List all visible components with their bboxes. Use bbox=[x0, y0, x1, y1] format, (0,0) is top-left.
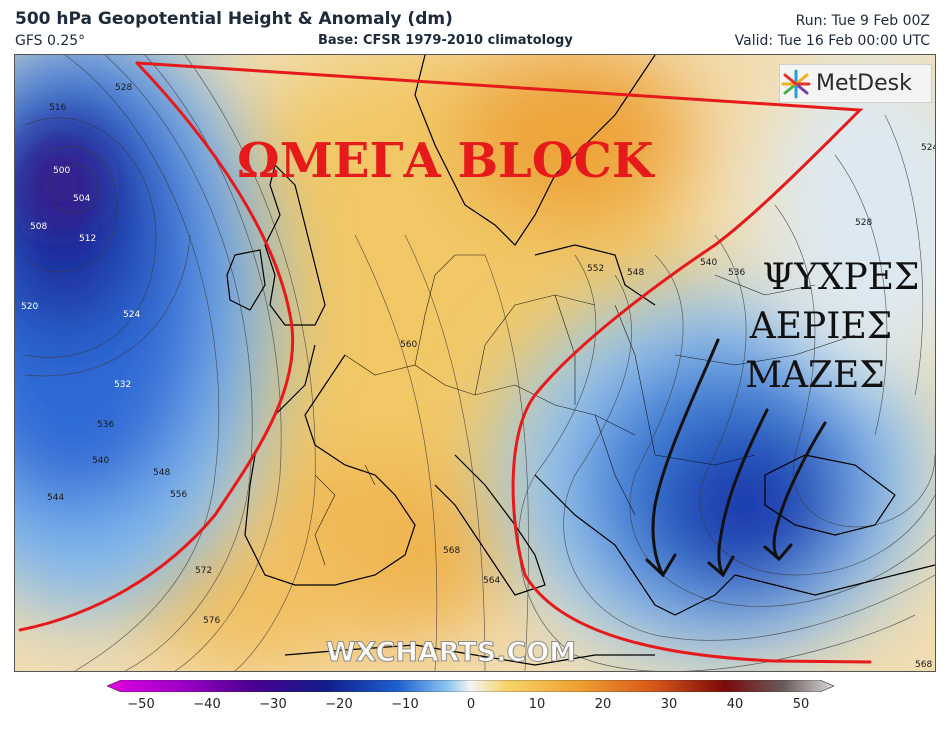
north-africa-coast bbox=[284, 644, 655, 666]
valid-time-label: Valid: Tue 16 Feb 00:00 UTC bbox=[734, 33, 930, 49]
balkan-trough-anomaly bbox=[495, 285, 935, 665]
colorbar-tick: −30 bbox=[259, 697, 287, 712]
contour-label: 536 bbox=[97, 420, 114, 430]
contour-label: 508 bbox=[30, 222, 47, 232]
contour-label: 528 bbox=[115, 83, 132, 93]
cold-air-line-2: ΑΕΡΙΕΣ bbox=[749, 306, 892, 347]
colorbar-tick: 10 bbox=[528, 697, 546, 712]
cold-air-line-1: ΨΥΧΡΕΣ bbox=[763, 257, 920, 298]
anomaly-colorbar bbox=[107, 680, 834, 692]
metdesk-burst-icon bbox=[781, 69, 811, 98]
arrow-head bbox=[707, 555, 735, 578]
model-label: GFS 0.25° bbox=[15, 33, 86, 49]
colorbar-tick: −40 bbox=[193, 697, 221, 712]
contour-label: 536 bbox=[728, 268, 745, 278]
britain-coast bbox=[264, 163, 326, 326]
watermark: WXCHARTS.COM bbox=[326, 637, 576, 668]
northeast-light-area bbox=[765, 55, 935, 375]
colorbar-tick: 50 bbox=[792, 697, 810, 712]
colorbar-tick: −20 bbox=[325, 697, 353, 712]
weather-map: 528 516 500 504 508 512 520 524 532 536 … bbox=[14, 54, 936, 672]
contour-label: 528 bbox=[855, 218, 872, 228]
colorbar-tick: 30 bbox=[660, 697, 678, 712]
italy-coast bbox=[434, 454, 546, 596]
country-borders bbox=[314, 254, 856, 566]
scandinavia-coast bbox=[414, 55, 656, 246]
climatology-base-label: Base: CFSR 1979-2010 climatology bbox=[318, 33, 573, 48]
contour-label: 548 bbox=[627, 268, 644, 278]
colorbar-tick: 0 bbox=[466, 697, 476, 712]
atlantic-low-core bbox=[20, 140, 100, 230]
contour-label: 540 bbox=[92, 456, 109, 466]
colorbar-tick: 20 bbox=[594, 697, 612, 712]
metdesk-logo: MetDesk bbox=[779, 64, 932, 103]
arrow-head bbox=[645, 553, 677, 578]
contour-label: 552 bbox=[587, 264, 604, 274]
contour-label: 524 bbox=[123, 310, 140, 320]
contour-label: 572 bbox=[195, 566, 212, 576]
contour-label: 556 bbox=[170, 490, 187, 500]
baltic-coast bbox=[534, 244, 656, 306]
colorbar-tick: 40 bbox=[726, 697, 744, 712]
black-sea-coast bbox=[764, 454, 896, 536]
cold-air-line-3: ΜΑΖΕΣ bbox=[745, 355, 885, 396]
chart-title: 500 hPa Geopotential Height & Anomaly (d… bbox=[15, 9, 453, 29]
colorbar-tick: −50 bbox=[127, 697, 155, 712]
contour-label: 516 bbox=[49, 103, 66, 113]
height-contours bbox=[24, 55, 935, 671]
contour-label: 560 bbox=[400, 340, 417, 350]
ireland-coast bbox=[226, 249, 266, 311]
contour-label: 568 bbox=[915, 660, 932, 670]
arrow-shaft bbox=[651, 338, 720, 577]
run-time-label: Run: Tue 9 Feb 00Z bbox=[795, 13, 930, 29]
arrow-shaft bbox=[772, 421, 827, 559]
metdesk-logo-text: MetDesk bbox=[816, 71, 912, 96]
contour-label: 524 bbox=[921, 143, 935, 153]
cold-air-masses-label: ΨΥΧΡΕΣ ΑΕΡΙΕΣ ΜΑΖΕΣ bbox=[745, 257, 919, 396]
arrow-shaft bbox=[717, 408, 769, 577]
contour-label: 520 bbox=[21, 302, 38, 312]
contour-label: 504 bbox=[73, 194, 90, 204]
contour-label: 548 bbox=[153, 468, 170, 478]
contour-label: 544 bbox=[47, 493, 64, 503]
turkey-coast bbox=[734, 564, 935, 596]
colorbar-gradient bbox=[107, 680, 834, 692]
contour-label: 540 bbox=[700, 258, 717, 268]
colorbar-tick: −10 bbox=[391, 697, 419, 712]
omega-block-outline bbox=[18, 61, 872, 664]
contour-label: 532 bbox=[114, 380, 131, 390]
balkans-greece-coast bbox=[534, 474, 736, 616]
contour-label: 564 bbox=[483, 576, 500, 586]
cold-air-arrows bbox=[645, 338, 827, 578]
contour-labels: 528 516 500 504 508 512 520 524 532 536 … bbox=[21, 83, 935, 670]
contour-label: 568 bbox=[443, 546, 460, 556]
omega-block-label: ΩΜΕΓΑ BLOCK bbox=[237, 133, 656, 189]
contour-label: 576 bbox=[203, 616, 220, 626]
contour-label: 500 bbox=[53, 166, 70, 176]
contour-label: 512 bbox=[79, 234, 96, 244]
coastlines bbox=[226, 55, 935, 666]
arrow-head bbox=[763, 543, 793, 562]
